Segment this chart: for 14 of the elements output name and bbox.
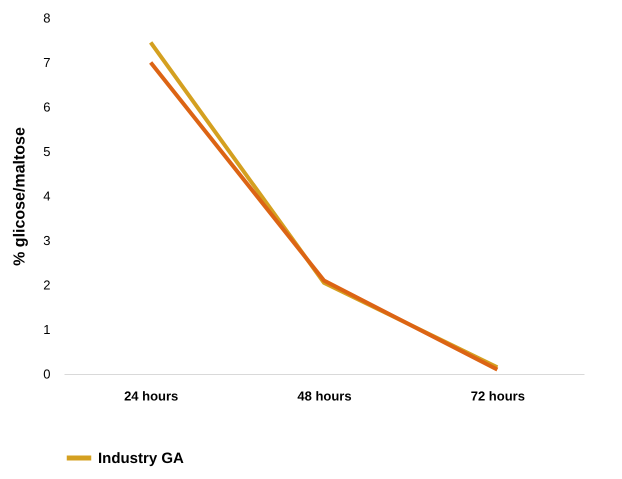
x-tick-label: 24 hours	[124, 388, 178, 404]
y-tick-label: 3	[43, 233, 50, 248]
y-tick-label: 5	[43, 144, 50, 159]
x-tick-label: 48 hours	[297, 388, 352, 404]
legend-label: Industry GA	[98, 450, 184, 467]
y-tick-label: 7	[43, 55, 50, 70]
y-tick-label: 4	[43, 188, 50, 204]
y-tick-label: 1	[43, 322, 50, 337]
y-tick-label: 8	[43, 10, 50, 26]
y-tick-label: 2	[43, 278, 50, 292]
x-tick-label: 72 hours	[470, 388, 525, 404]
y-axis-title: % glicose/maltose	[11, 127, 28, 266]
y-tick-label: 6	[43, 100, 50, 114]
y-tick-label: 0	[43, 366, 50, 382]
